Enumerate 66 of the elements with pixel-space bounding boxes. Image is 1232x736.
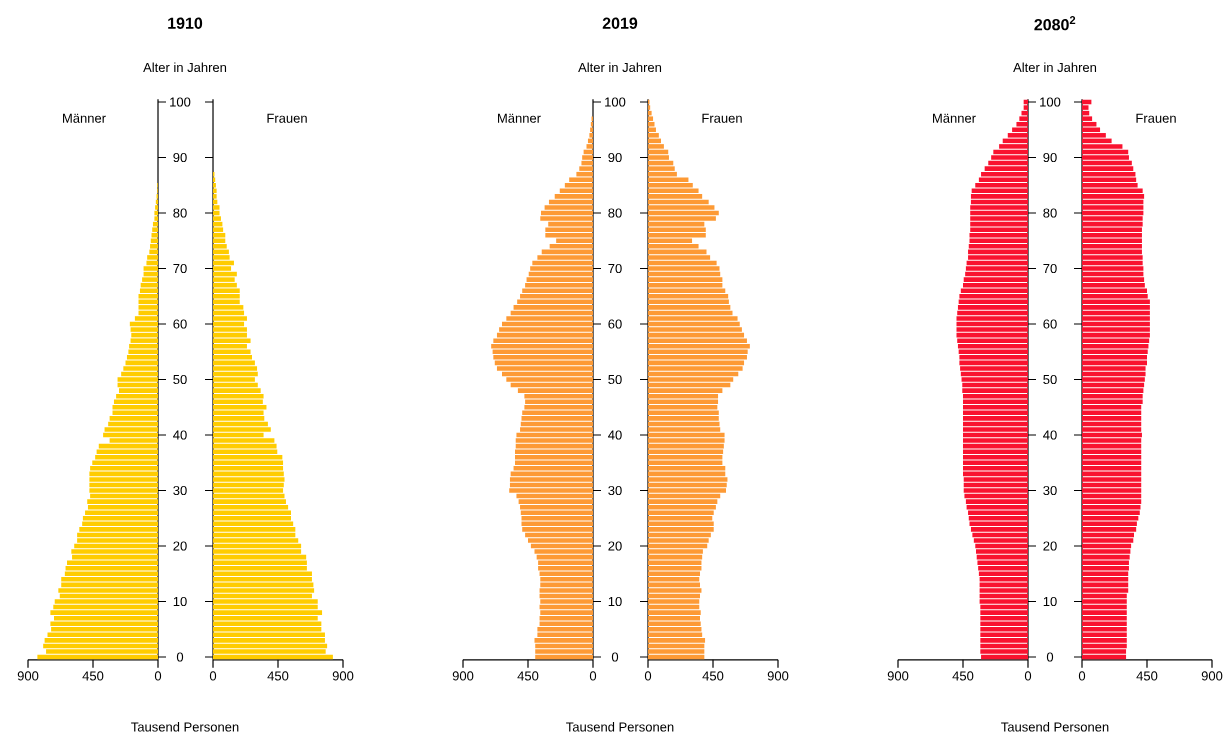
y-axis-title: Alter in Jahren <box>143 62 227 73</box>
y-tick-label: 70 <box>608 263 622 274</box>
x-tick-label: 0 <box>644 671 652 681</box>
y-tick-label: 50 <box>608 374 622 385</box>
y-tick-label: 90 <box>608 152 622 163</box>
x-axis-title: Tausend Personen <box>131 722 239 732</box>
y-tick-label: 30 <box>1043 485 1057 496</box>
y-tick-label: 50 <box>173 374 187 385</box>
y-tick-label: 40 <box>173 430 187 440</box>
text: Männer <box>63 113 106 123</box>
x-tick-label: 900 <box>1201 671 1223 681</box>
text: Frauen <box>702 113 742 123</box>
x-tick-label: 900 <box>332 671 354 681</box>
chart-title: 1910 <box>168 17 203 29</box>
y-tick-label: 30 <box>608 485 622 496</box>
y-tick-label: 60 <box>173 319 187 329</box>
x-tick-label: 0 <box>589 671 597 681</box>
x-tick-label: 450 <box>702 671 724 681</box>
y-tick-label: 20 <box>173 541 187 551</box>
text: Männer <box>933 113 976 123</box>
y-tick-label: 10 <box>1043 596 1057 607</box>
x-tick-label: 0 <box>1078 671 1086 681</box>
chart-title: 2080$^{2}$ <box>1034 16 1076 31</box>
x-tick-label: 900 <box>767 671 789 681</box>
y-tick-label: 50 <box>1043 374 1057 385</box>
y-tick-label: 0 <box>611 652 619 662</box>
x-tick-label: 900 <box>887 671 909 681</box>
x-tick-label: 450 <box>952 671 974 681</box>
x-tick-label: 0 <box>1024 671 1032 681</box>
y-axis-title: Alter in Jahren <box>1013 62 1097 73</box>
x-tick-label: 450 <box>517 671 539 681</box>
y-tick-label: 100 <box>1040 97 1061 107</box>
y-tick-label: 20 <box>1043 541 1057 551</box>
y-tick-label: 70 <box>1043 263 1057 274</box>
y-tick-label: 10 <box>173 596 187 607</box>
y-tick-label: 100 <box>170 97 191 107</box>
x-axis-title: Tausend Personen <box>1001 722 1109 732</box>
x-axis-title: Tausend Personen <box>566 722 674 732</box>
x-tick-label: 450 <box>1136 671 1158 681</box>
y-tick-label: 10 <box>608 596 622 607</box>
x-tick-label: 450 <box>267 671 289 681</box>
y-tick-label: 80 <box>608 208 622 218</box>
x-tick-label: 0 <box>209 671 217 681</box>
y-tick-label: 90 <box>173 152 187 163</box>
series-label: Frauen <box>1136 113 1176 123</box>
y-tick-label: 60 <box>608 319 622 329</box>
y-tick-label: 100 <box>605 97 626 107</box>
chart-title: 2019 <box>602 17 638 29</box>
y-tick-label: 80 <box>173 208 187 218</box>
y-axis-title: Alter in Jahren <box>578 62 662 73</box>
y-tick-label: 60 <box>1043 319 1057 329</box>
y-tick-label: 80 <box>1043 208 1057 218</box>
text: Frauen <box>267 113 307 123</box>
y-tick-label: 0 <box>1046 652 1054 662</box>
y-tick-label: 0 <box>176 652 184 662</box>
y-tick-label: 30 <box>173 485 187 496</box>
y-tick-label: 70 <box>173 263 187 274</box>
x-tick-label: 900 <box>17 671 39 681</box>
y-tick-label: 20 <box>608 541 622 551</box>
x-tick-label: 900 <box>452 671 474 681</box>
text: Männer <box>498 113 541 123</box>
y-tick-label: 40 <box>1043 430 1057 440</box>
x-tick-label: 0 <box>154 671 162 681</box>
y-tick-label: 90 <box>1043 152 1057 163</box>
y-tick-label: 40 <box>608 430 622 440</box>
x-tick-label: 450 <box>82 671 104 681</box>
